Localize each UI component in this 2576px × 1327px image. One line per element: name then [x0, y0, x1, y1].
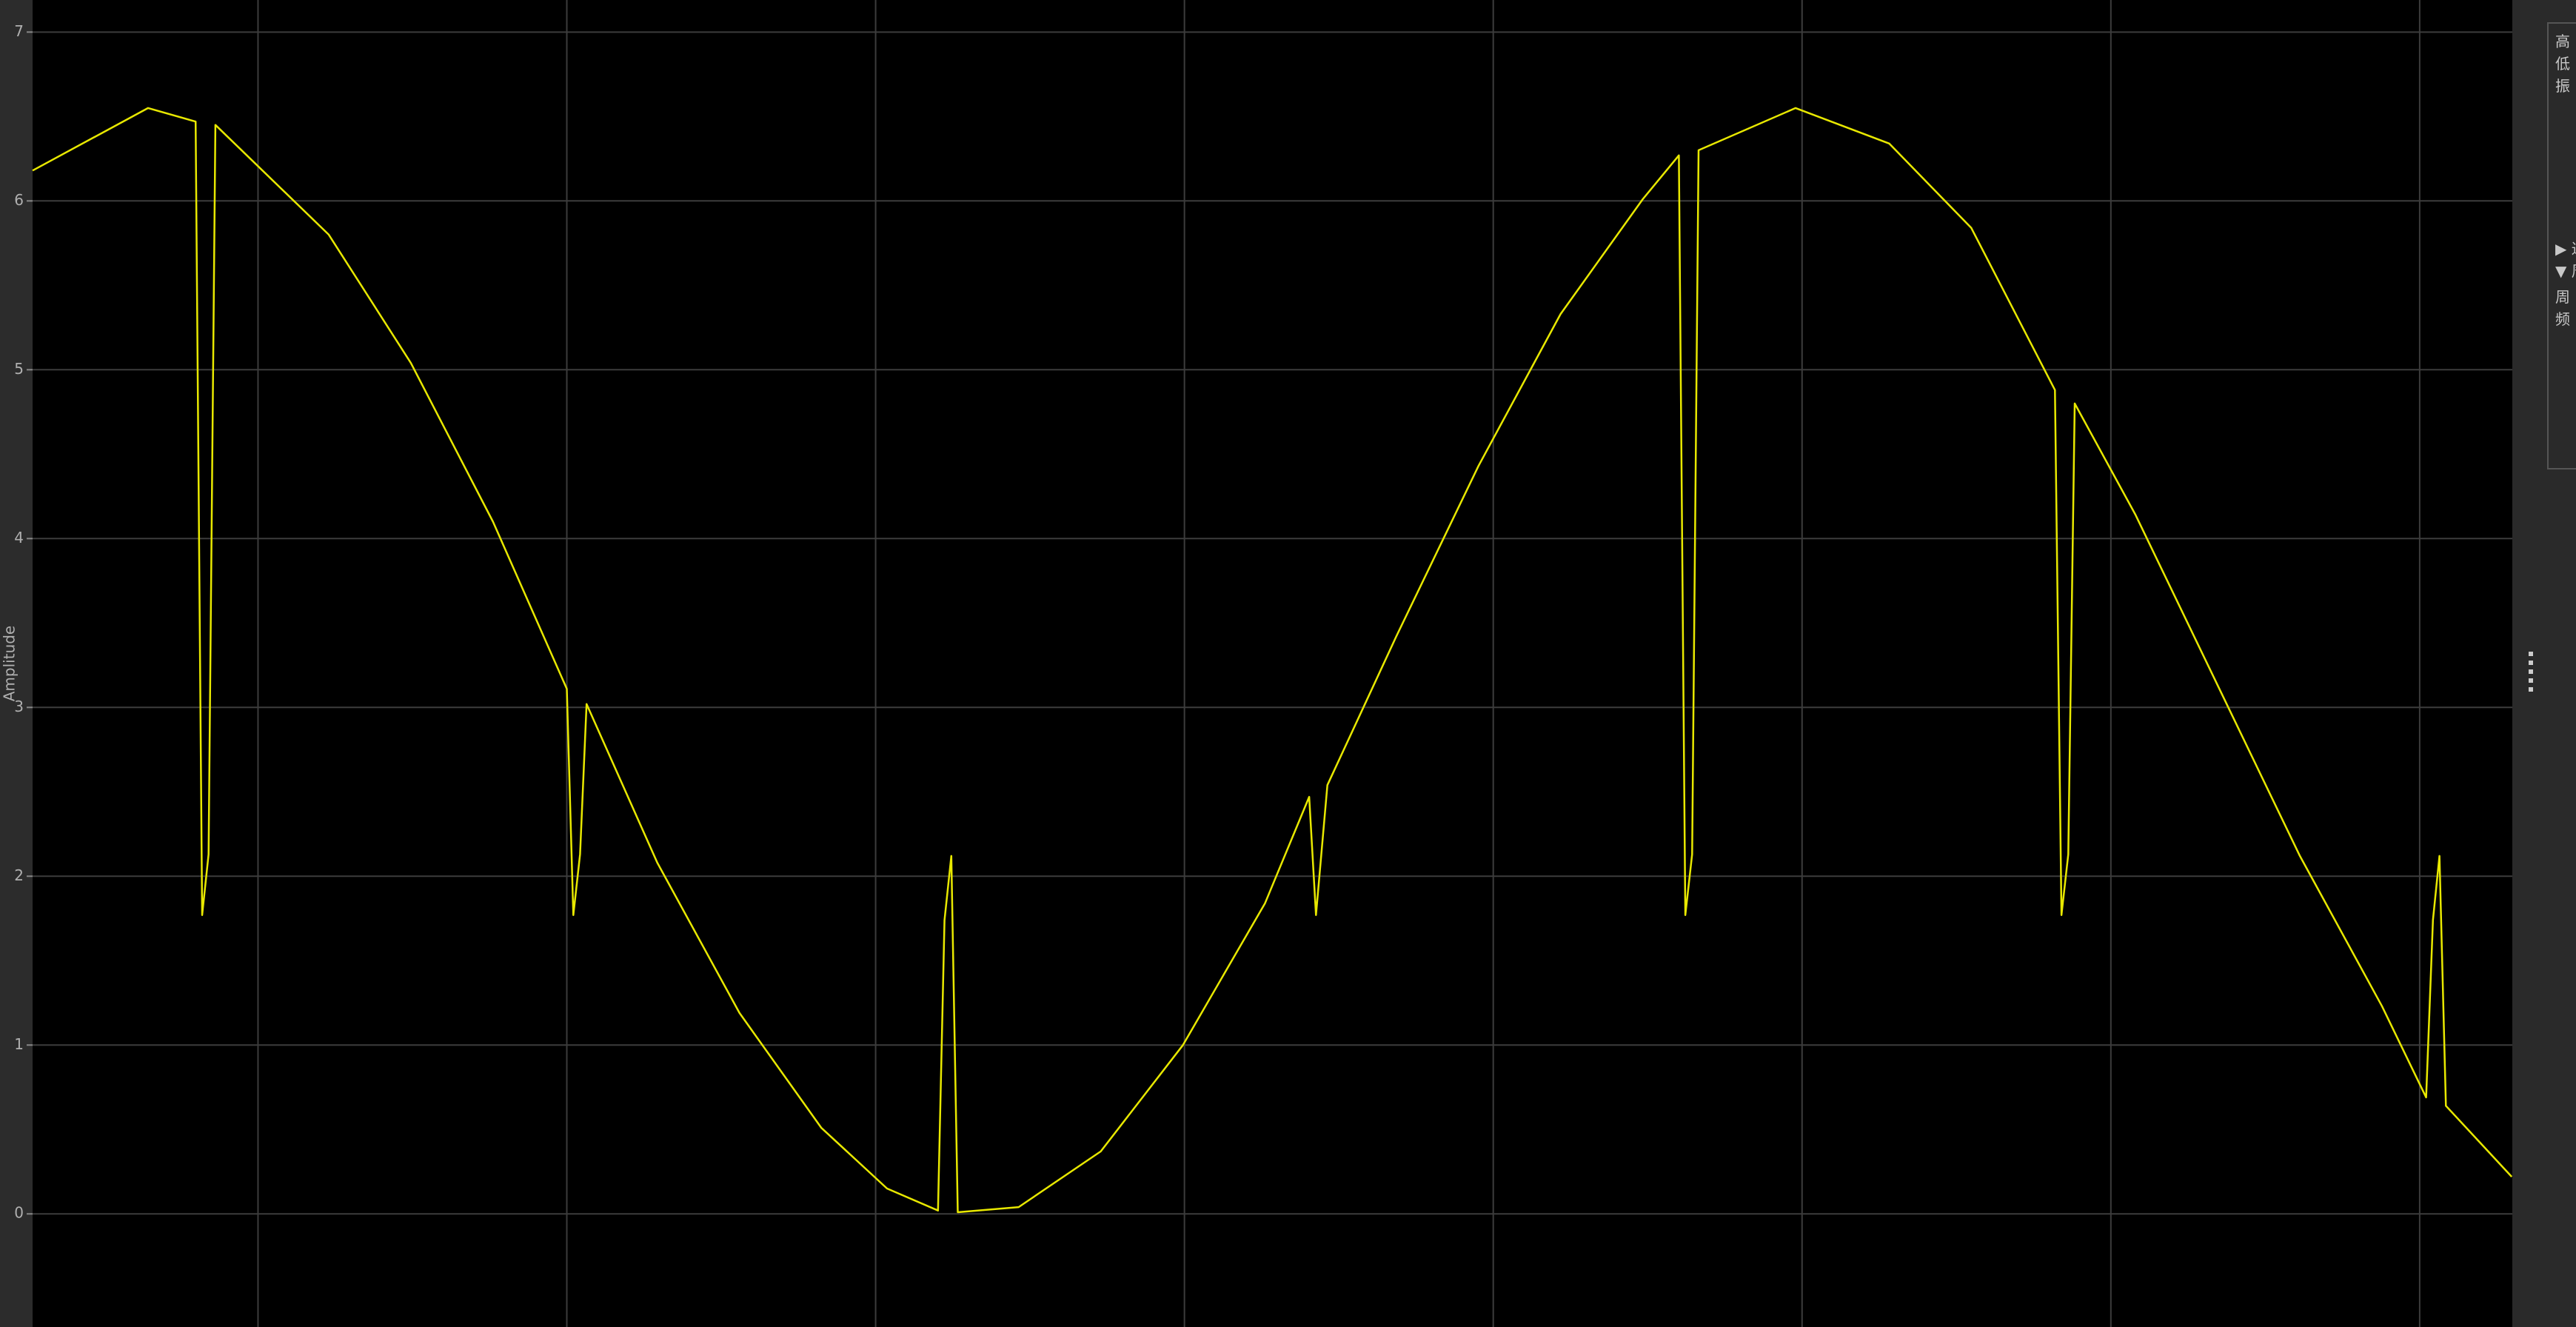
panel-item[interactable]: 低 — [2555, 55, 2570, 73]
panel-box — [2547, 22, 2576, 469]
y-tick-label: 1 — [14, 1035, 24, 1053]
panel-item[interactable]: 高 — [2555, 33, 2570, 50]
signal-line — [32, 107, 2512, 1214]
panel-item[interactable]: ▶ 过 — [2555, 240, 2576, 258]
panel-item[interactable]: ▼ 周 — [2555, 262, 2576, 280]
y-tick-label: 0 — [14, 1204, 24, 1222]
y-tick-label: 3 — [14, 698, 24, 715]
y-tick-label: 7 — [14, 22, 24, 40]
y-tick-label: 2 — [14, 866, 24, 884]
side-panel[interactable]: 高低振 ▶ 过 ▼ 周周频 — [2512, 0, 2576, 1327]
panel-item[interactable]: 振 — [2555, 77, 2570, 95]
panel-item[interactable]: 周 — [2555, 288, 2570, 306]
y-axis-label: Amplitude — [1, 626, 19, 702]
y-tick-label: 4 — [14, 529, 24, 546]
y-tick-label: 5 — [14, 360, 24, 378]
plot-area — [33, 0, 2512, 1327]
panel-item[interactable]: 频 — [2555, 310, 2570, 328]
axis-strip — [0, 0, 33, 1327]
chart: Amplitude 0 1 2 3 4 5 6 7 — [0, 0, 2512, 1327]
y-tick-label: 6 — [14, 191, 24, 209]
splitter-handle[interactable] — [2529, 652, 2533, 696]
